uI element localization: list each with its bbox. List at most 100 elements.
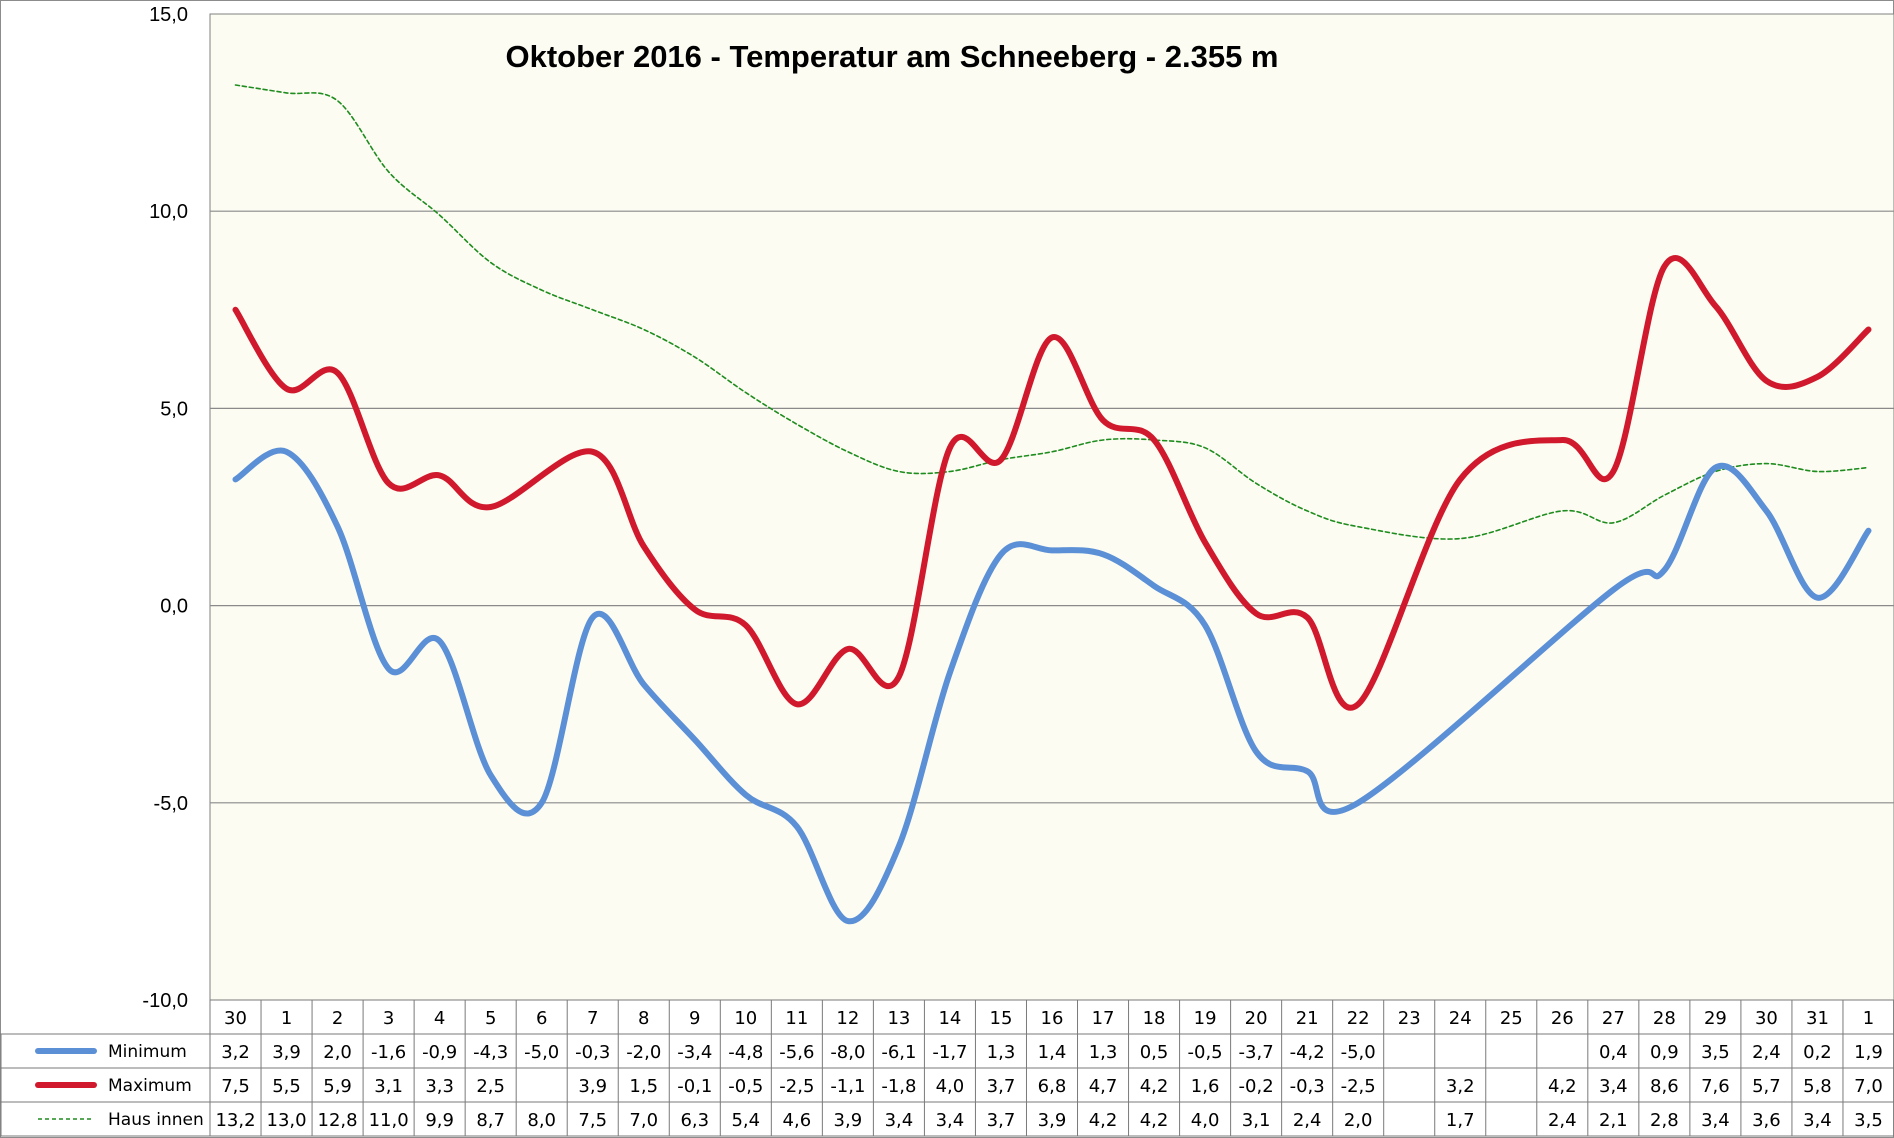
x-tick-label: 31 [1806,1008,1829,1029]
x-tick-label: 30 [224,1008,247,1029]
data-label: -3,4 [677,1042,712,1063]
data-label: 3,2 [1446,1076,1475,1097]
data-label: 3,4 [1803,1110,1832,1131]
data-label: -0,5 [1188,1042,1223,1063]
data-label: 3,2 [221,1042,250,1063]
legend-label: Haus innen [108,1110,204,1130]
data-label: 5,9 [323,1076,352,1097]
legend-label: Minimum [108,1042,187,1062]
data-label: -1,1 [830,1076,865,1097]
data-label: 3,4 [1701,1110,1730,1131]
data-label: 5,5 [272,1076,301,1097]
data-label: 2,0 [1344,1110,1373,1131]
data-label: 2,1 [1599,1110,1628,1131]
x-tick-label: 24 [1449,1008,1472,1029]
data-label: 5,4 [731,1110,760,1131]
x-tick-label: 1 [1863,1008,1874,1029]
x-tick-label: 26 [1551,1008,1574,1029]
data-label: 2,4 [1752,1042,1781,1063]
x-tick-label: 3 [383,1008,394,1029]
data-label: 13,2 [215,1110,255,1131]
data-label: 7,5 [578,1110,607,1131]
x-tick-label: 13 [887,1008,910,1029]
data-label: 3,7 [987,1110,1016,1131]
plot-area [209,13,1894,1001]
data-label: 2,4 [1548,1110,1577,1131]
x-tick-label: 10 [734,1008,757,1029]
data-label: 5,7 [1752,1076,1781,1097]
data-label: 4,2 [1140,1076,1169,1097]
data-label: 0,2 [1803,1042,1832,1063]
data-label: -4,3 [473,1042,508,1063]
data-label: 3,4 [936,1110,965,1131]
data-label: -2,5 [1341,1076,1376,1097]
data-label: 4,0 [1191,1110,1220,1131]
data-label: 8,7 [476,1110,505,1131]
data-label: -1,6 [371,1042,406,1063]
data-label: 8,0 [527,1110,556,1131]
data-label: 4,7 [1089,1076,1118,1097]
data-label: 1,9 [1854,1042,1883,1063]
data-label: -0,2 [1239,1076,1274,1097]
data-label: 4,2 [1089,1110,1118,1131]
y-tick-label: -10,0 [142,990,188,1012]
data-label: 3,7 [987,1076,1016,1097]
x-tick-label: 8 [638,1008,649,1029]
x-tick-label: 4 [434,1008,445,1029]
x-tick-label: 25 [1500,1008,1523,1029]
data-label: -5,6 [779,1042,814,1063]
x-tick-label: 1 [281,1008,292,1029]
x-tick-label: 12 [836,1008,859,1029]
x-tick-label: 15 [990,1008,1013,1029]
data-label: 3,5 [1701,1042,1730,1063]
data-label: 7,0 [1854,1076,1883,1097]
data-label: 2,4 [1293,1110,1322,1131]
chart-title: Oktober 2016 - Temperatur am Schneeberg … [505,39,1278,74]
data-label: 0,5 [1140,1042,1169,1063]
data-label: 1,3 [987,1042,1016,1063]
data-label: -1,7 [932,1042,967,1063]
data-label: 3,9 [578,1076,607,1097]
x-tick-label: 5 [485,1008,496,1029]
series-lines [232,84,1872,925]
data-label: -0,5 [728,1076,763,1097]
data-label: 7,0 [629,1110,658,1131]
data-label: 0,9 [1650,1042,1679,1063]
data-label: 4,2 [1548,1076,1577,1097]
x-tick-label: 20 [1245,1008,1268,1029]
data-label: -2,0 [626,1042,661,1063]
data-label: 2,5 [476,1076,505,1097]
y-axis-ticks: -10,0 -5,0 0,0 5,0 10,0 15,0 [142,4,188,1012]
data-label: 9,9 [425,1110,454,1131]
data-label: 3,9 [272,1042,301,1063]
series-line-minimum [232,447,1872,925]
data-label: -8,0 [830,1042,865,1063]
y-tick-label: 5,0 [160,398,188,420]
data-label: -1,8 [881,1076,916,1097]
x-tick-label: 14 [938,1008,961,1029]
x-tick-label: 17 [1092,1008,1115,1029]
data-label: 4,0 [936,1076,965,1097]
x-tick-label: 19 [1194,1008,1217,1029]
data-label: 0,4 [1599,1042,1628,1063]
data-label: 1,7 [1446,1110,1475,1131]
data-label: 3,9 [834,1110,863,1131]
x-tick-label: 27 [1602,1008,1625,1029]
data-label: 13,0 [267,1110,307,1131]
data-label: -6,1 [881,1042,916,1063]
data-label: 2,0 [323,1042,352,1063]
x-tick-label: 30 [1755,1008,1778,1029]
data-label: -4,8 [728,1042,763,1063]
data-label: -0,3 [1290,1076,1325,1097]
y-tick-label: -5,0 [154,793,188,815]
data-label: 7,6 [1701,1076,1730,1097]
data-label: -2,5 [779,1076,814,1097]
data-label: -4,2 [1290,1042,1325,1063]
data-label: 1,5 [629,1076,658,1097]
x-tick-label: 6 [536,1008,547,1029]
x-tick-label: 2 [332,1008,343,1029]
x-tick-label: 29 [1704,1008,1727,1029]
data-label: 4,2 [1140,1110,1169,1131]
x-tick-label: 22 [1347,1008,1370,1029]
